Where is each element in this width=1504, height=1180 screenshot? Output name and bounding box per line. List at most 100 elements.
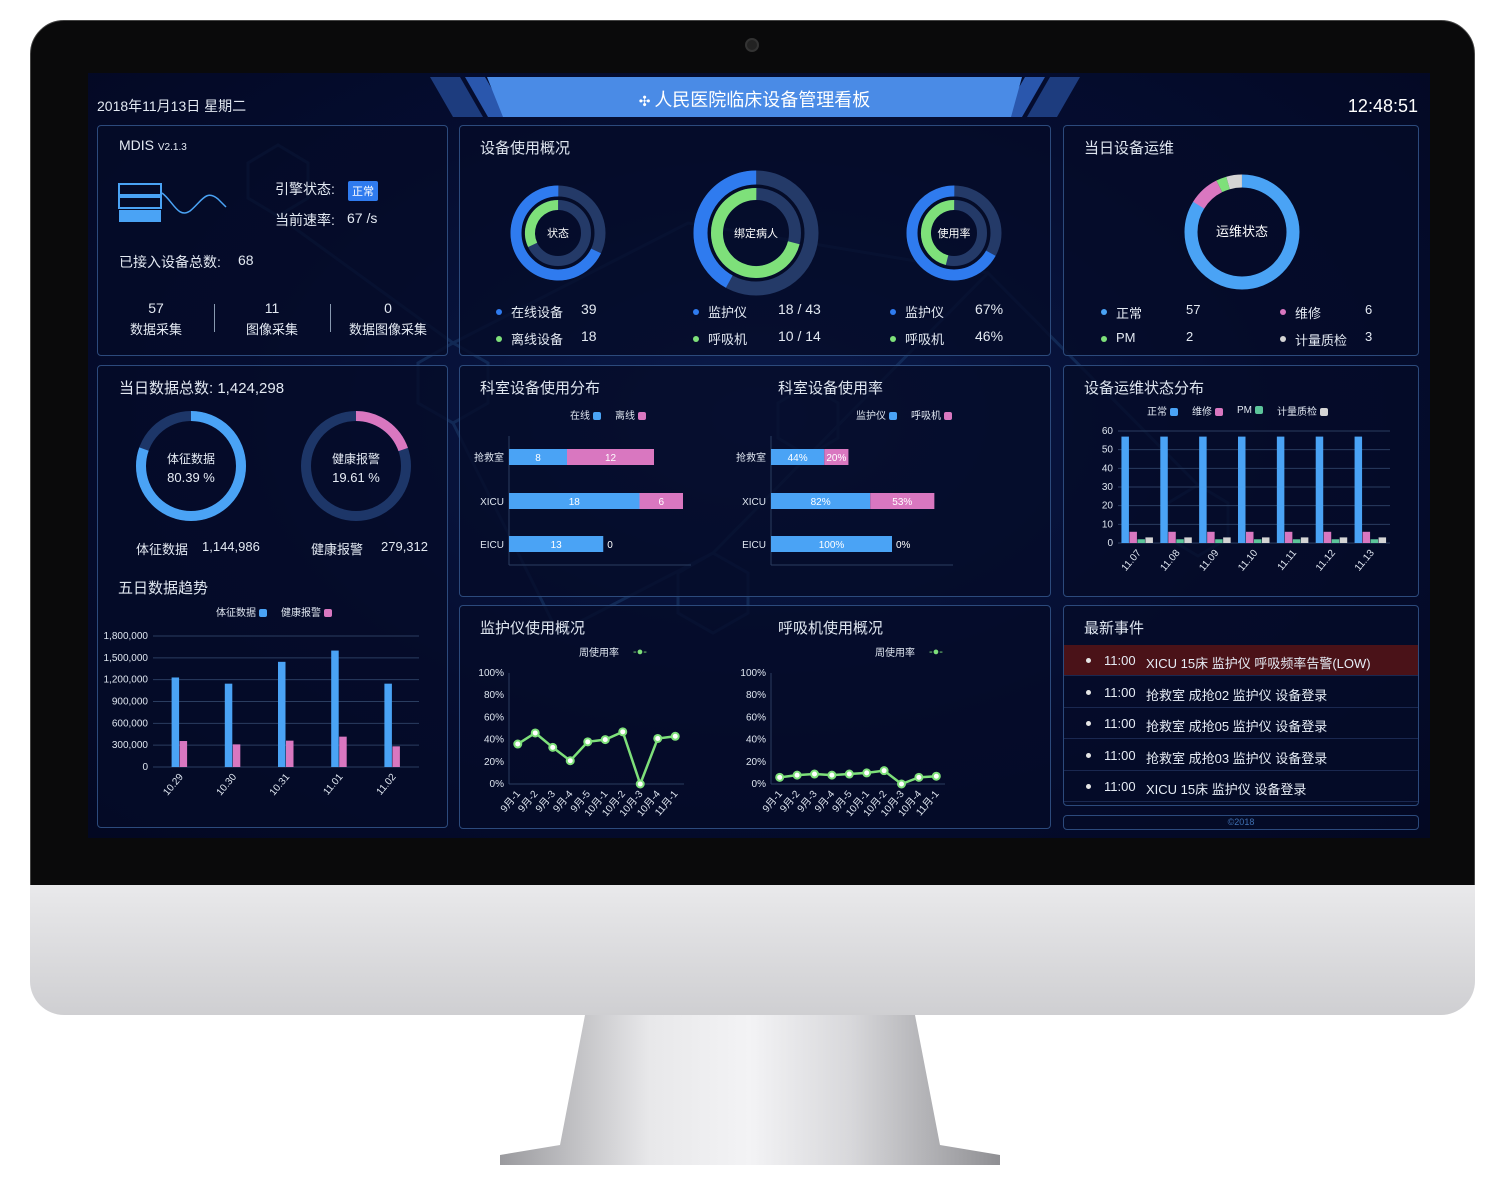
daily-donut-percent: 19.61 %	[332, 470, 380, 485]
maintenance-bar	[1284, 531, 1293, 543]
ventilator-point	[792, 770, 802, 780]
donut-inner-arc	[711, 188, 801, 278]
legend-item-metrology[interactable]: 计量质检	[1277, 403, 1328, 418]
five-day-bar	[331, 650, 339, 767]
usage-row-value: 18	[581, 328, 597, 344]
x-tick-label: 10.31	[268, 772, 293, 799]
event-row[interactable]: 11:00 XICU 15床 监护仪 呼吸频率告警(LOW)	[1064, 645, 1418, 676]
monitor-point	[530, 728, 540, 738]
legend-item-normal[interactable]: 正常	[1147, 403, 1178, 418]
y-tick-label: 100%	[478, 668, 504, 679]
maintenance-bar	[1362, 531, 1371, 543]
x-tick-label: 11.08	[1159, 548, 1183, 574]
ventilator-point	[844, 769, 854, 779]
legend-item-monitor[interactable]: 监护仪	[856, 407, 897, 422]
legend-label: 体征数据	[216, 608, 256, 619]
legend-item-vital[interactable]: 体征数据	[216, 604, 267, 619]
daily-label: 体征数据	[136, 542, 189, 557]
dept-bar-segment	[771, 536, 892, 552]
category-label: XICU	[742, 497, 766, 508]
maintenance-slice	[1184, 174, 1300, 290]
legend-item-repair[interactable]: 维修	[1192, 403, 1223, 418]
five-day-legend: 体征数据 健康报警	[216, 604, 332, 619]
y-tick-label: 20	[1102, 501, 1114, 512]
event-row[interactable]: 11:00 XICU 15床 监护仪 设备登录	[1064, 771, 1418, 802]
bullet-icon	[1086, 784, 1091, 789]
legend-item-online[interactable]: 在线	[570, 407, 601, 422]
event-row[interactable]: 11:00 抢救室 成抢03 监护仪 设备登录	[1064, 740, 1418, 771]
monitor-usage-legend[interactable]: 周使用率 -●-	[579, 644, 647, 660]
donut-outer-arc	[693, 170, 819, 296]
y-tick-label: 1,200,000	[104, 675, 149, 686]
legend-dot	[890, 309, 896, 315]
maintenance-bar	[1184, 537, 1192, 543]
puzzle-sparkle-icon: ✣	[638, 93, 655, 109]
legend-item-offline[interactable]: 离线	[615, 407, 646, 422]
engine-panel: MDIS V2.1.3 引擎状态: 正常 当前速率: 67 /s 已接入设备总数…	[97, 125, 448, 356]
legend-label: 正常	[1147, 407, 1167, 418]
ventilator-point	[914, 772, 924, 782]
maintenance-bar	[1254, 539, 1262, 543]
stat-value: 0	[384, 300, 392, 316]
ventilator-usage-legend[interactable]: 周使用率 -●-	[875, 644, 943, 660]
camera-icon	[745, 38, 759, 52]
event-row[interactable]: 11:00 抢救室 成抢05 监护仪 设备登录	[1064, 708, 1418, 739]
monitor-point	[600, 735, 610, 745]
legend-item-alarm[interactable]: 健康报警	[281, 604, 332, 619]
daily-donut-percent: 80.39 %	[167, 470, 215, 485]
y-tick-label: 60%	[484, 712, 504, 723]
maintenance-bar	[1160, 436, 1168, 543]
monitor-point	[583, 737, 593, 747]
segment-label: 82%	[811, 497, 831, 508]
x-tick-label: 11.12	[1314, 548, 1338, 574]
legend-dot	[496, 309, 502, 315]
ventilator-point	[827, 770, 837, 780]
bullet-icon	[1086, 689, 1091, 695]
maintenance-bar	[1137, 539, 1145, 543]
line-marker-icon: -●-	[633, 645, 647, 658]
monitor-usage-title: 监护仪使用概况	[480, 620, 586, 637]
monitor-point	[565, 756, 575, 766]
ventilator-point	[810, 769, 819, 779]
event-time: 11:00	[1104, 716, 1136, 731]
five-day-bar	[232, 744, 241, 767]
ventilator-point	[775, 772, 785, 782]
event-time: 11:00	[1104, 747, 1136, 763]
segment-label: 100%	[819, 540, 845, 551]
maintenance-bar	[1339, 537, 1348, 543]
donut-separator	[917, 196, 991, 270]
y-tick-label: 0%	[490, 779, 505, 790]
maintenance-bar	[1292, 539, 1301, 543]
usage-row-label: 呼吸机	[905, 332, 945, 347]
ventilator-point	[879, 766, 889, 776]
events-panel: 最新事件 11:00 XICU 15床 监护仪 呼吸频率告警(LOW) 11:00 抢…	[1063, 605, 1419, 806]
dept-bar-segment	[870, 493, 935, 509]
monitor-point	[653, 733, 663, 743]
usage-panel: 设备使用概况 状态 绑定病人 使用率 在线设备 39 离线设备 18 监护仪 18 / 43 呼吸…	[459, 125, 1051, 356]
maintenance-distribution-title: 设备运维状态分布	[1084, 380, 1205, 397]
event-row[interactable]: 11:00 抢救室 成抢02 监护仪 设备登录	[1064, 677, 1418, 708]
maintenance-value: 6	[1365, 302, 1373, 317]
maintenance-bar	[1354, 436, 1363, 543]
daily-label: 健康报警	[311, 542, 364, 557]
stat-value: 57	[148, 300, 164, 316]
stat-divider	[214, 304, 215, 332]
maintenance-bar	[1176, 539, 1184, 543]
header-date: 2018年11月13日 星期二	[97, 98, 247, 114]
legend-item-pm[interactable]: PM	[1237, 405, 1263, 416]
segment-label: 12	[605, 453, 617, 464]
dept-distribution-legend: 在线 离线	[570, 407, 646, 422]
y-tick-label: 50	[1102, 445, 1114, 456]
maintenance-bar	[1323, 531, 1332, 543]
donut-center-label: 状态	[547, 226, 569, 240]
y-tick-label: 80%	[484, 690, 504, 701]
y-tick-label: 600,000	[112, 718, 149, 729]
usage-row-value: 18 / 43	[778, 301, 821, 317]
maintenance-bar	[1207, 531, 1215, 543]
legend-item-ventilator[interactable]: 呼吸机	[911, 407, 952, 422]
category-label: XICU	[480, 497, 504, 508]
segment-label: 0%	[896, 540, 911, 551]
donut-center-label: 绑定病人	[734, 226, 778, 240]
maintenance-bar	[1145, 537, 1153, 543]
legend-label: 离线	[615, 411, 635, 422]
